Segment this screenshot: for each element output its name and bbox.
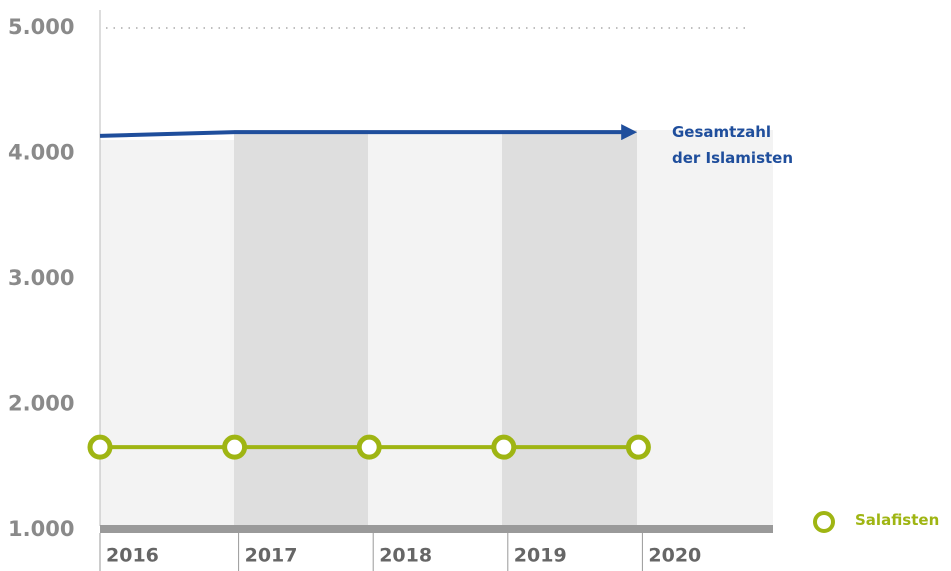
x-tick-label: 2019 [514,545,567,567]
y-tick-label: 3.000 [8,266,74,290]
y-tick-label: 2.000 [8,392,74,416]
band [368,130,502,526]
point [491,434,517,460]
x-tick-label: 2018 [379,545,432,567]
legend-label: Salafisten [855,511,940,529]
point [356,434,382,460]
point [87,434,113,460]
y-tick-label: 4.000 [8,141,74,165]
series-label: Gesamtzahl der Islamisten [672,123,794,167]
x-tick-label: 2017 [245,545,298,567]
point [222,434,248,460]
y-tick-label: 5.000 [8,15,74,39]
series-line [99,124,638,141]
band [234,130,368,526]
band [100,140,234,526]
x-tick-label: 2016 [106,545,159,567]
legend-marker [813,511,835,533]
x-axis-bar [100,525,773,533]
x-tick-label: 2020 [648,545,701,567]
point [625,434,651,460]
band [502,130,637,526]
band [637,130,773,526]
year-bands [100,130,773,526]
y-tick-label: 1.000 [8,517,74,541]
